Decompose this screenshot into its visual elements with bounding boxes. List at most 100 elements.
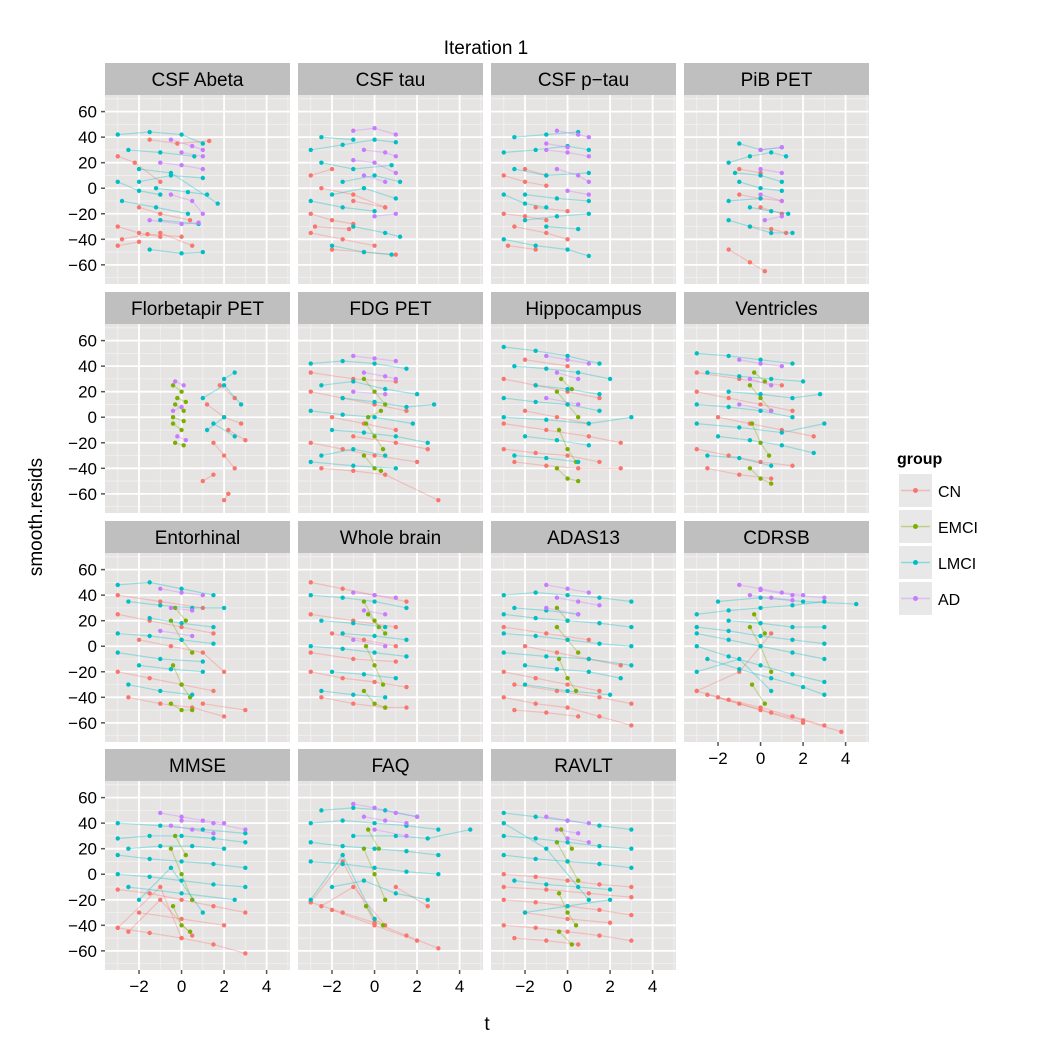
- y-tick-label: 0: [88, 637, 97, 656]
- data-point-lmci: [758, 633, 763, 639]
- data-point-lmci: [586, 198, 592, 204]
- data-point-lmci: [393, 891, 399, 896]
- data-point-cn: [393, 427, 399, 433]
- trajectory-line-lmci: [128, 845, 225, 850]
- data-point-lmci: [501, 820, 506, 826]
- data-point-lmci: [351, 621, 356, 626]
- data-point-cn: [811, 434, 816, 439]
- data-point-lmci: [586, 443, 592, 448]
- x-tick-label: −2: [322, 977, 341, 996]
- data-point-cn: [597, 395, 602, 401]
- y-tick-label: 20: [78, 154, 97, 173]
- data-point-ad: [586, 134, 592, 140]
- y-tick-label: 0: [88, 865, 97, 884]
- data-point-ad: [404, 833, 409, 839]
- panel-texture: [684, 553, 869, 742]
- y-tick-label: 0: [88, 408, 97, 427]
- legend-item-emci: EMCI: [899, 510, 978, 543]
- data-point-cn: [790, 463, 795, 468]
- data-point-lmci: [372, 846, 377, 851]
- data-point-lmci: [522, 217, 528, 223]
- data-point-ad: [414, 814, 420, 819]
- data-point-ad: [565, 836, 570, 841]
- data-point-cn: [544, 217, 549, 223]
- data-point-lmci: [758, 644, 763, 649]
- data-point-lmci: [200, 249, 206, 255]
- data-point-lmci: [425, 897, 430, 902]
- data-point-ad: [404, 820, 409, 826]
- trajectory-line-emci: [367, 410, 382, 418]
- data-point-ad: [158, 810, 163, 816]
- data-point-ad: [779, 145, 785, 150]
- data-point-ad: [351, 389, 356, 394]
- trajectory-line-cn: [310, 581, 407, 603]
- y-tick-label: 20: [78, 612, 97, 631]
- data-point-ad: [554, 595, 560, 600]
- trajectory-line-ad: [546, 397, 579, 406]
- data-point-lmci: [147, 833, 152, 839]
- data-point-lmci: [586, 253, 592, 259]
- data-point-ad: [737, 402, 742, 407]
- data-point-cn: [414, 938, 420, 943]
- data-point-cn: [737, 166, 742, 172]
- trajectory-line-lmci: [353, 828, 471, 840]
- data-point-lmci: [425, 836, 430, 841]
- data-point-lmci: [822, 421, 827, 426]
- trajectory-line-lmci: [310, 139, 396, 151]
- data-point-lmci: [512, 878, 517, 883]
- data-point-cn: [629, 701, 634, 706]
- data-point-emci: [380, 446, 386, 452]
- data-point-lmci: [597, 823, 602, 828]
- legend-point: [913, 488, 918, 493]
- data-point-cn: [308, 440, 313, 445]
- data-point-cn: [200, 650, 206, 655]
- data-point-lmci: [501, 237, 506, 242]
- data-point-lmci: [308, 859, 313, 864]
- trajectory-line-lmci: [728, 151, 787, 164]
- data-point-lmci: [189, 843, 195, 849]
- data-point-emci: [179, 872, 184, 877]
- data-point-lmci: [800, 379, 806, 384]
- trajectory-line-cn: [524, 645, 621, 666]
- data-point-lmci: [340, 861, 345, 867]
- data-point-cn: [382, 472, 388, 477]
- data-point-cn: [211, 472, 216, 477]
- data-point-lmci: [361, 249, 367, 255]
- data-point-emci: [751, 370, 757, 375]
- data-point-cn: [329, 907, 335, 913]
- data-point-lmci: [425, 440, 430, 445]
- data-point-cn: [629, 938, 634, 943]
- data-point-lmci: [597, 843, 602, 849]
- data-point-cn: [340, 910, 345, 915]
- data-point-ad: [737, 357, 742, 362]
- data-point-lmci: [329, 884, 335, 890]
- data-point-cn: [147, 675, 152, 681]
- data-point-cn: [329, 631, 335, 636]
- panel-texture: [105, 95, 290, 284]
- data-point-ad: [382, 644, 388, 649]
- data-point-cn: [501, 421, 506, 426]
- data-point-cn: [351, 656, 356, 662]
- data-point-lmci: [501, 612, 506, 617]
- data-point-lmci: [715, 599, 721, 604]
- panel-texture: [298, 324, 483, 513]
- y-tick-label: 60: [78, 103, 97, 122]
- data-point-cn: [522, 214, 528, 219]
- trajectory-line-cn: [507, 245, 536, 251]
- data-point-lmci: [597, 361, 602, 366]
- y-tick-label: −40: [68, 688, 97, 707]
- data-point-lmci: [319, 808, 324, 813]
- data-point-cn: [501, 376, 506, 382]
- data-point-emci: [565, 910, 570, 915]
- data-point-lmci: [544, 846, 549, 851]
- data-point-lmci: [544, 205, 549, 210]
- data-point-lmci: [768, 463, 774, 468]
- data-point-ad: [158, 628, 163, 634]
- data-point-cn: [361, 637, 367, 643]
- data-point-cn: [206, 138, 212, 144]
- data-point-ad: [168, 605, 174, 611]
- data-point-lmci: [747, 154, 753, 159]
- data-point-ad: [175, 434, 180, 439]
- y-tick-label: −60: [68, 714, 97, 733]
- facet-panel: FDG PET: [298, 292, 483, 513]
